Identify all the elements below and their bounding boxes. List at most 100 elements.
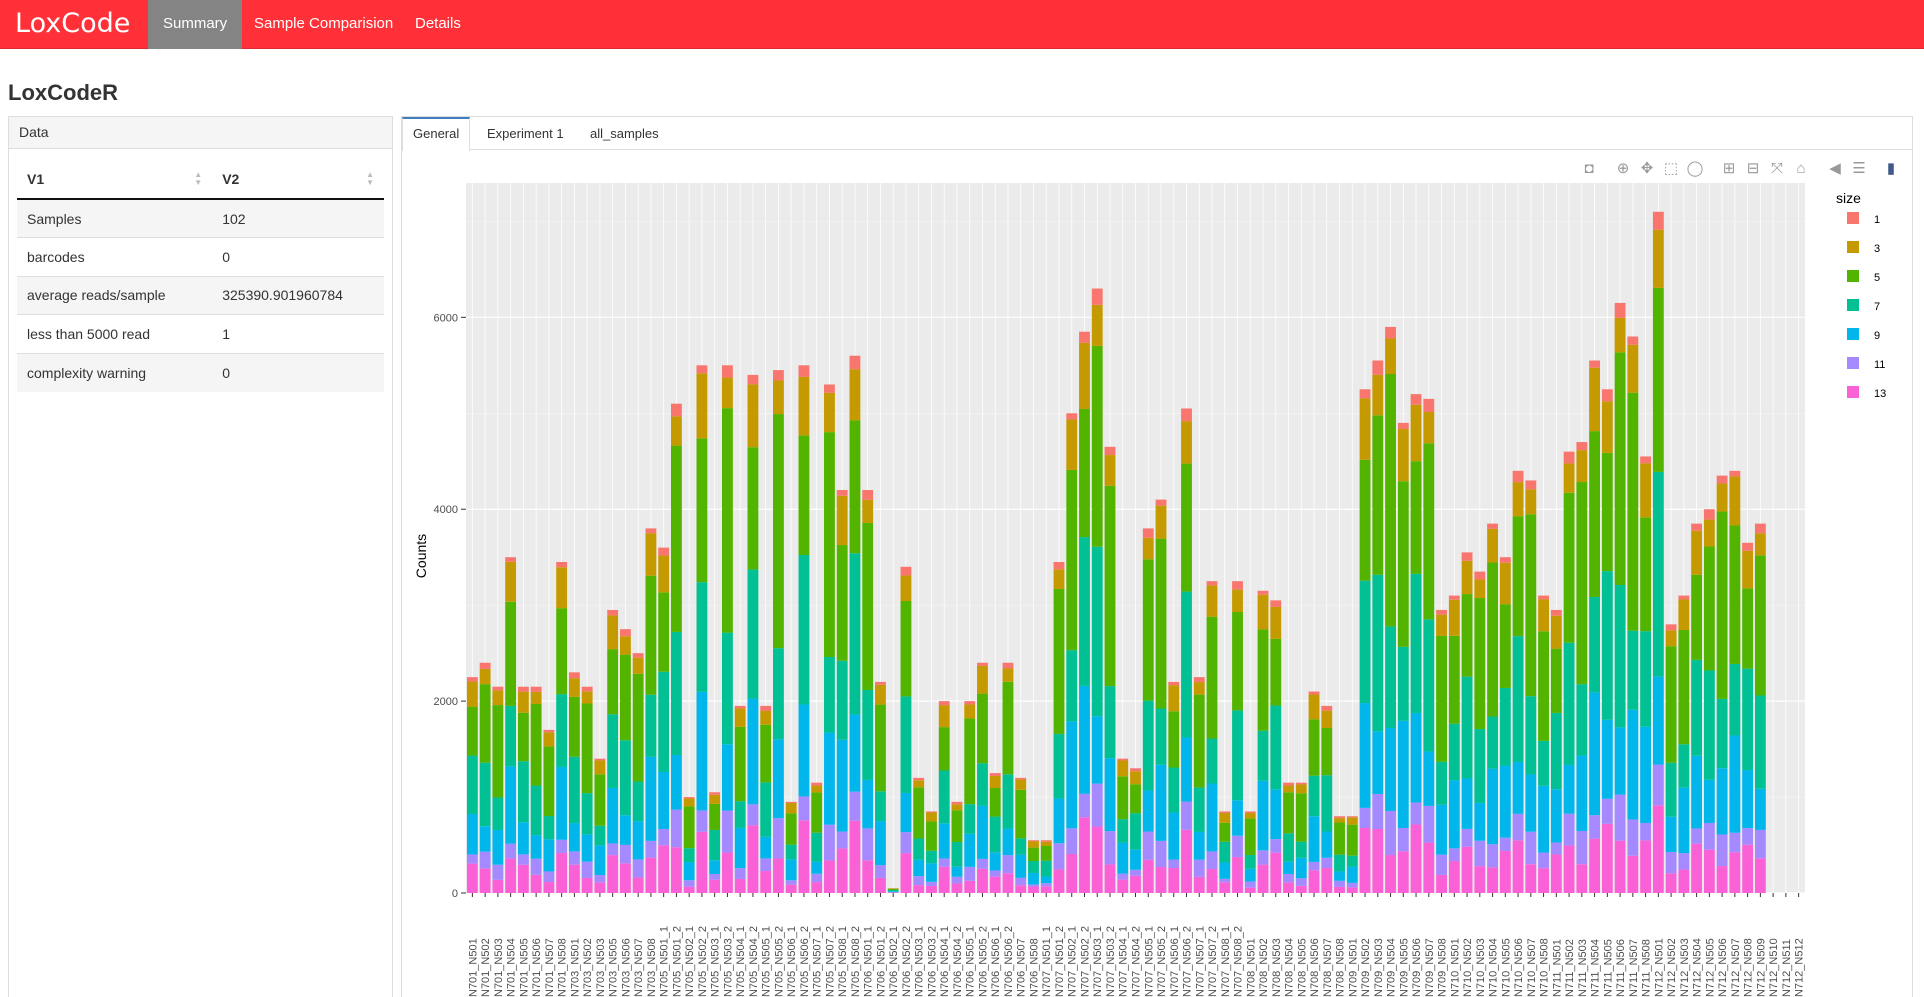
bar-segment[interactable] xyxy=(1754,523,1766,534)
bar-segment[interactable] xyxy=(1461,552,1473,561)
bar-segment[interactable] xyxy=(1257,730,1269,781)
bar-segment[interactable] xyxy=(849,820,861,893)
bar-segment[interactable] xyxy=(1703,849,1715,893)
bar-segment[interactable] xyxy=(1729,470,1741,477)
bar-segment[interactable] xyxy=(1627,855,1639,893)
brand-logo[interactable]: LoxCode xyxy=(15,8,131,39)
bar-segment[interactable] xyxy=(1512,470,1524,483)
bar-segment[interactable] xyxy=(594,882,606,893)
bar-segment[interactable] xyxy=(1283,882,1294,893)
tab-general[interactable]: General xyxy=(402,117,471,151)
bar-segment[interactable] xyxy=(1066,650,1078,722)
tab-experiment-1[interactable]: Experiment 1 xyxy=(487,126,564,141)
bar-segment[interactable] xyxy=(836,848,848,893)
bar-segment[interactable] xyxy=(1346,855,1358,867)
bar-segment[interactable] xyxy=(1525,831,1537,865)
bar-segment[interactable] xyxy=(581,793,593,835)
bar-segment[interactable] xyxy=(1512,516,1524,637)
bar-segment[interactable] xyxy=(1461,560,1473,595)
bar-segment[interactable] xyxy=(645,840,657,858)
bar-segment[interactable] xyxy=(607,714,619,788)
bar-segment[interactable] xyxy=(1640,463,1652,518)
bar-segment[interactable] xyxy=(926,863,937,882)
bar-segment[interactable] xyxy=(1142,831,1154,860)
bar-segment[interactable] xyxy=(798,704,810,797)
bar-segment[interactable] xyxy=(1601,452,1613,572)
bar-segment[interactable] xyxy=(1295,793,1307,842)
bar-segment[interactable] xyxy=(1436,761,1447,805)
bar-segment[interactable] xyxy=(734,708,746,727)
bar-segment[interactable] xyxy=(1015,854,1027,878)
bar-segment[interactable] xyxy=(568,864,580,893)
legend-label[interactable]: 5 xyxy=(1874,272,1880,284)
legend-label[interactable]: 11 xyxy=(1874,359,1885,371)
bar-segment[interactable] xyxy=(887,888,899,889)
bar-segment[interactable] xyxy=(1538,599,1549,632)
bar-segment[interactable] xyxy=(1525,696,1537,775)
bar-segment[interactable] xyxy=(1257,780,1269,851)
bar-segment[interactable] xyxy=(760,710,772,725)
bar-segment[interactable] xyxy=(1627,709,1639,820)
bar-segment[interactable] xyxy=(696,831,708,893)
bar-segment[interactable] xyxy=(760,782,772,837)
bar-segment[interactable] xyxy=(1002,662,1014,669)
bar-segment[interactable] xyxy=(1091,304,1103,346)
bar-segment[interactable] xyxy=(1678,869,1690,893)
bar-segment[interactable] xyxy=(1002,873,1014,893)
bar-segment[interactable] xyxy=(1270,852,1282,893)
bar-segment[interactable] xyxy=(798,820,810,893)
bar-segment[interactable] xyxy=(1244,881,1256,888)
bar-segment[interactable] xyxy=(1576,684,1588,756)
bar-segment[interactable] xyxy=(1015,777,1027,780)
bar-segment[interactable] xyxy=(1550,842,1562,855)
bar-segment[interactable] xyxy=(1691,523,1703,531)
bar-segment[interactable] xyxy=(479,868,491,893)
bar-segment[interactable] xyxy=(1589,431,1601,597)
bar-segment[interactable] xyxy=(1525,489,1537,515)
bar-segment[interactable] xyxy=(1461,778,1473,829)
bar-segment[interactable] xyxy=(517,864,529,893)
bar-segment[interactable] xyxy=(696,582,708,692)
bar-segment[interactable] xyxy=(645,528,657,534)
bar-segment[interactable] xyxy=(722,365,733,378)
bar-segment[interactable] xyxy=(734,705,746,709)
bar-segment[interactable] xyxy=(1461,846,1473,893)
bar-segment[interactable] xyxy=(696,691,708,811)
bar-segment[interactable] xyxy=(594,874,606,883)
bar-segment[interactable] xyxy=(1028,847,1039,862)
bar-segment[interactable] xyxy=(913,777,925,781)
bar-segment[interactable] xyxy=(1079,817,1090,893)
bar-segment[interactable] xyxy=(722,810,733,853)
bar-segment[interactable] xyxy=(1665,624,1677,631)
bar-segment[interactable] xyxy=(1665,816,1677,853)
bar-segment[interactable] xyxy=(1589,596,1601,693)
bar-segment[interactable] xyxy=(1550,609,1562,616)
bar-segment[interactable] xyxy=(517,686,529,692)
legend-label[interactable]: 1 xyxy=(1874,214,1880,226)
reset-axes-icon[interactable]: ⌂ xyxy=(1796,160,1806,177)
bar-segment[interactable] xyxy=(773,414,784,649)
bar-segment[interactable] xyxy=(1283,861,1294,874)
bar-segment[interactable] xyxy=(1410,802,1422,825)
bar-segment[interactable] xyxy=(1423,412,1435,444)
bar-segment[interactable] xyxy=(887,892,899,893)
bar-segment[interactable] xyxy=(1729,735,1741,833)
bar-segment[interactable] xyxy=(1665,630,1677,647)
bar-segment[interactable] xyxy=(722,852,733,893)
bar-segment[interactable] xyxy=(798,365,810,377)
bar-segment[interactable] xyxy=(887,888,899,891)
bar-segment[interactable] xyxy=(1308,691,1320,695)
bar-segment[interactable] xyxy=(1436,614,1447,636)
bar-segment[interactable] xyxy=(785,801,797,804)
bar-segment[interactable] xyxy=(670,755,682,810)
bar-segment[interactable] xyxy=(977,693,988,764)
bar-segment[interactable] xyxy=(1015,789,1027,839)
bar-segment[interactable] xyxy=(773,380,784,415)
bar-segment[interactable] xyxy=(670,809,682,848)
bar-segment[interactable] xyxy=(466,706,478,756)
bar-segment[interactable] xyxy=(1079,331,1090,343)
bar-segment[interactable] xyxy=(1372,360,1384,375)
bar-segment[interactable] xyxy=(862,490,874,500)
bar-segment[interactable] xyxy=(1423,398,1435,413)
bar-segment[interactable] xyxy=(1079,342,1090,409)
